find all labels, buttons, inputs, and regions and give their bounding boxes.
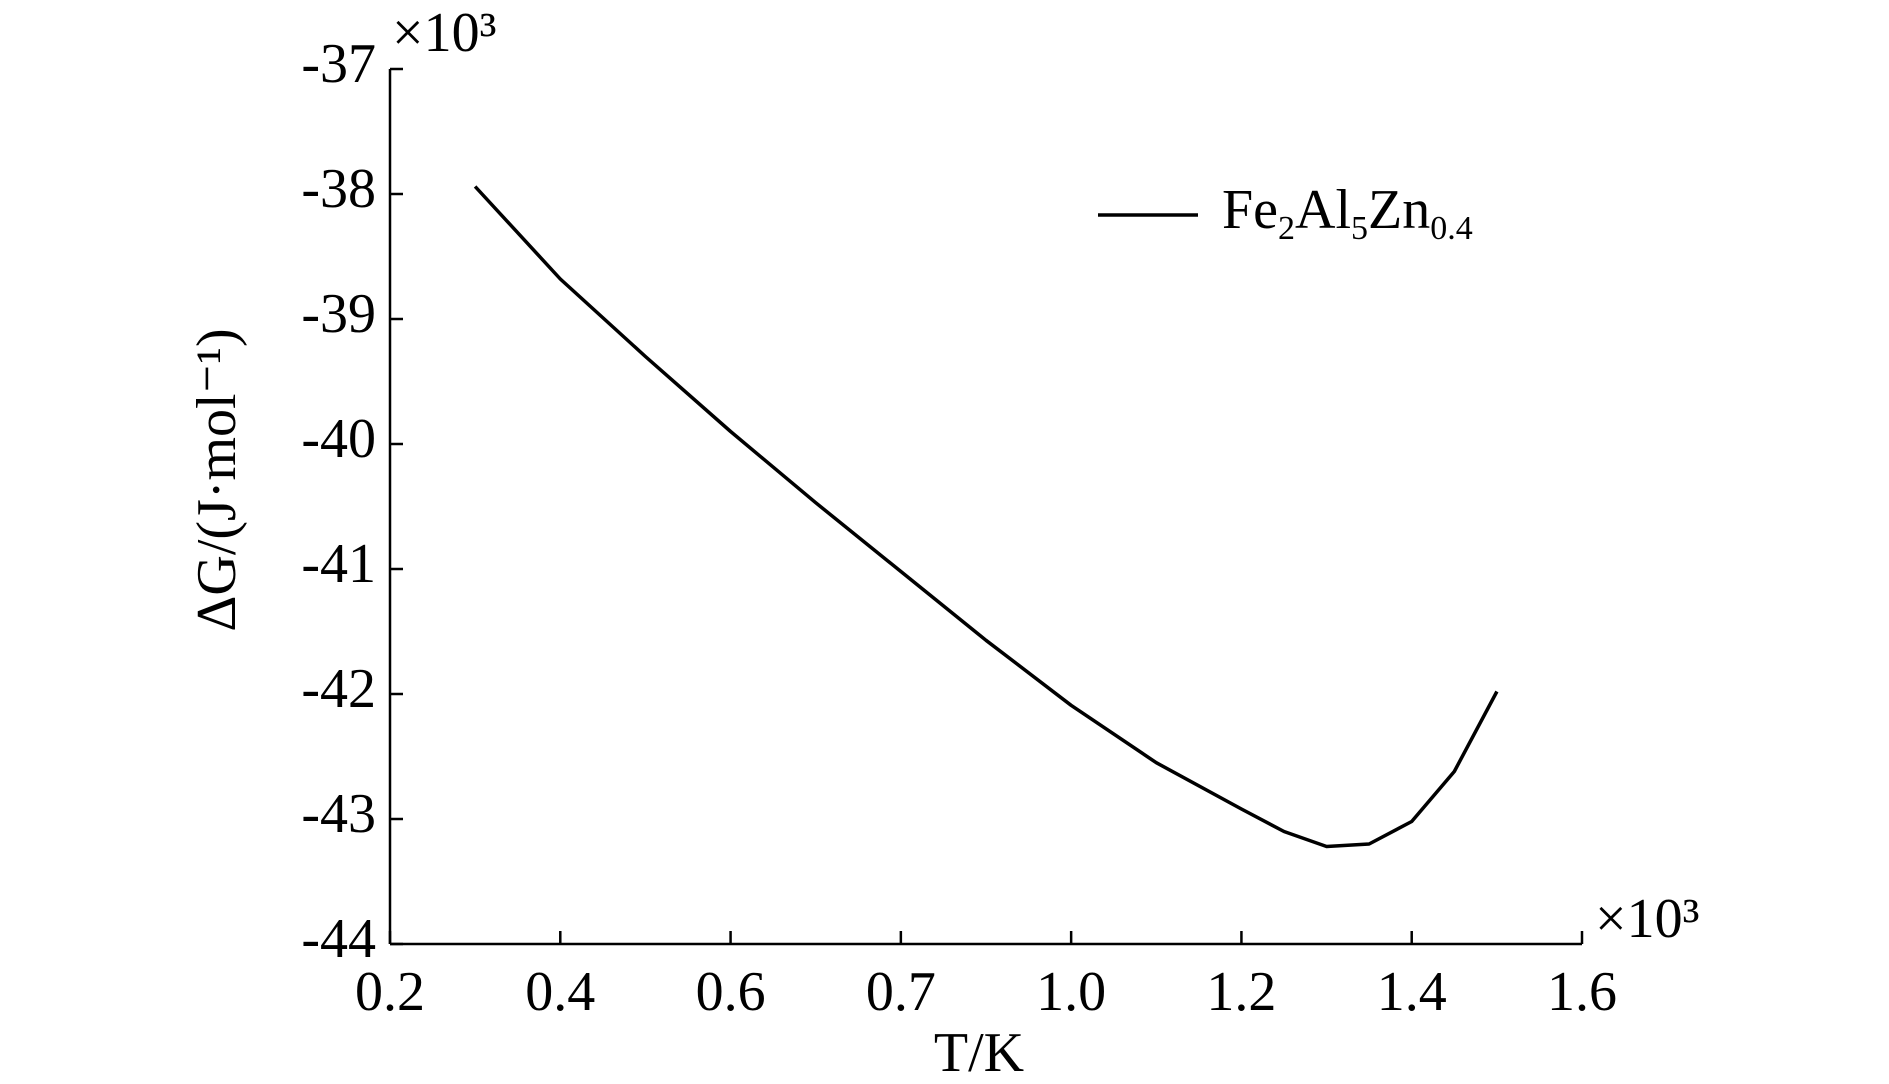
x-tick-label: 0.7 (866, 961, 936, 1023)
y-tick-label: -37 (301, 33, 376, 95)
x-tick-label: 0.2 (355, 961, 425, 1023)
y-tick-label: -40 (301, 408, 376, 470)
y-axis-label: ΔG/(J·mol⁻¹) (186, 328, 248, 631)
legend-label: Fe2Al5Zn0.4 (1222, 179, 1473, 247)
x-multiplier: ×10³ (1595, 888, 1699, 950)
y-multiplier: ×10³ (392, 2, 496, 64)
legend-label-part: Zn (1368, 179, 1430, 241)
x-axis-label: T/K (934, 1022, 1024, 1084)
y-tick-label: -44 (301, 908, 376, 970)
data-line (473, 185, 1499, 849)
legend-label-part: 5 (1351, 210, 1368, 247)
y-tick-label: -38 (301, 158, 376, 220)
x-tick-label: 1.0 (1036, 961, 1106, 1023)
x-tick-label: 0.4 (525, 961, 595, 1023)
y-tick-label: -41 (301, 533, 376, 595)
x-tick-label: 0.6 (696, 961, 766, 1023)
x-tick-label: 1.4 (1377, 961, 1447, 1023)
legend-label-part: 0.4 (1430, 210, 1473, 247)
y-tick-label: -43 (301, 783, 376, 845)
legend-label-part: 2 (1278, 210, 1295, 247)
legend-label-part: Fe (1222, 179, 1278, 241)
x-tick-label: 1.6 (1547, 961, 1617, 1023)
y-tick-label: -39 (301, 283, 376, 345)
legend-label-part: Al (1295, 179, 1351, 241)
x-tick-label: 1.2 (1206, 961, 1276, 1023)
y-tick-label: -42 (301, 658, 376, 720)
